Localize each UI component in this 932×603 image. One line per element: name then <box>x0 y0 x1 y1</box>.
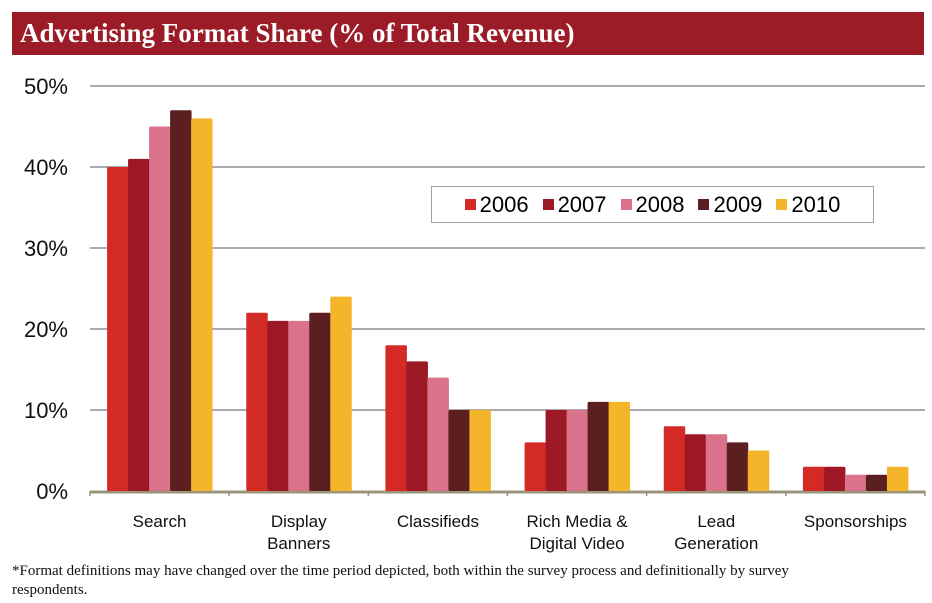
legend-label: 2010 <box>791 191 841 217</box>
x-tick-label: Lead <box>697 512 735 531</box>
bar-2006-1 <box>246 312 268 491</box>
bar-2010-2 <box>469 410 491 491</box>
legend-item: 2007 <box>542 191 607 218</box>
bar-chart: 0% 10% 20% 30% 40% 50% Search Display Banners Cla… <box>24 74 926 553</box>
legend-swatch <box>464 199 476 210</box>
legend: 2006 2007 2008 2009 2010 <box>431 186 874 223</box>
bar-2006-5 <box>802 466 825 491</box>
legend-label: 2009 <box>713 191 763 217</box>
bar-2009-4 <box>726 442 749 491</box>
bar-2006-2 <box>385 345 407 491</box>
bar-2009-3 <box>587 401 610 491</box>
legend-item: 2006 <box>464 191 529 218</box>
bar-2010-3 <box>608 401 631 491</box>
y-tick-label: 50% <box>24 74 68 99</box>
x-tick-label: Generation <box>674 534 758 553</box>
bar-2010-0 <box>191 118 213 492</box>
legend-item: 2010 <box>776 192 840 218</box>
x-tick-label: Rich Media & <box>527 512 629 531</box>
y-tick-label: 0% <box>36 479 68 504</box>
x-tick-label: Display <box>271 512 327 531</box>
x-tick-label: Classifieds <box>397 512 479 531</box>
bar-2008-2 <box>427 377 449 491</box>
bar-2006-0 <box>107 167 129 491</box>
bar-2009-0 <box>170 110 192 492</box>
bar-2007-0 <box>128 158 150 491</box>
y-tick-label: 30% <box>24 236 68 261</box>
bar-2007-2 <box>406 361 428 491</box>
bar-2009-2 <box>448 410 470 491</box>
bar-2009-1 <box>309 312 331 491</box>
bar-2007-3 <box>545 410 568 491</box>
x-tick-label: Banners <box>267 534 330 553</box>
x-tick-label: Search <box>133 512 187 531</box>
legend-label: 2006 <box>479 191 529 217</box>
bar-2006-3 <box>524 442 547 491</box>
bar-2010-1 <box>330 296 352 491</box>
bar-2007-5 <box>823 466 846 491</box>
bar-2008-4 <box>705 434 728 491</box>
bar-2008-1 <box>288 320 310 491</box>
legend-label: 2007 <box>557 191 607 217</box>
footnote: *Format definitions may have changed ove… <box>12 563 789 598</box>
bar-2006-4 <box>663 426 686 491</box>
y-tick-label: 20% <box>24 317 68 342</box>
legend-item: 2009 <box>698 192 762 218</box>
y-tick-label: 10% <box>24 398 68 423</box>
bar-2008-0 <box>149 126 171 491</box>
bar-2010-5 <box>886 466 909 491</box>
bar-2008-3 <box>566 410 589 491</box>
legend-swatch <box>542 199 554 210</box>
chart-title: Advertising Format Share (% of Total Rev… <box>12 12 924 55</box>
bar-2008-5 <box>844 474 867 491</box>
bar-2007-1 <box>267 320 289 491</box>
x-tick-label: Digital Video <box>530 534 625 553</box>
legend-swatch <box>620 199 632 210</box>
bar-2009-5 <box>865 474 888 491</box>
legend-swatch <box>698 199 710 210</box>
legend-swatch <box>776 199 788 210</box>
bar-2007-4 <box>684 434 707 491</box>
legend-item: 2008 <box>620 191 685 218</box>
y-tick-label: 40% <box>24 155 68 180</box>
x-tick-label: Sponsorships <box>804 512 907 531</box>
bar-2010-4 <box>747 450 770 491</box>
legend-label: 2008 <box>635 191 685 217</box>
